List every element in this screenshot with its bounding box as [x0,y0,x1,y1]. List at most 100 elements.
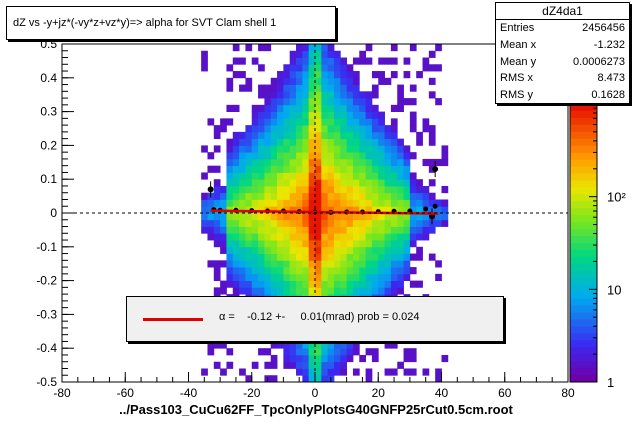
palette-band [570,173,597,181]
heatmap-cell [409,213,417,221]
heatmap-cell [371,253,379,261]
heatmap-cell [409,354,417,363]
heatmap-cell [441,206,449,214]
heatmap-cell [327,145,335,153]
heatmap-cell [315,172,322,180]
heatmap-cell [346,104,354,112]
heatmap-cell [428,226,436,234]
heatmap-cell [289,246,297,254]
heatmap-cell [283,91,291,99]
palette-band [570,305,597,313]
heatmap-cell [384,77,392,85]
heatmap-cell [371,348,379,356]
heatmap-cell [333,138,341,146]
heatmap-cell [416,219,423,227]
heatmap-cell [283,226,291,234]
heatmap-cell [428,50,436,58]
heatmap-cell [258,240,265,248]
heatmap-cell [270,213,278,221]
heatmap-cell [226,152,234,160]
heatmap-cell [296,172,303,180]
heatmap-cell [277,91,284,99]
x-axis-label: ../Pass103_CuCu62FF_TpcOnlyPlotsG40GNFP2… [119,402,513,417]
heatmap-cell [302,111,310,119]
heatmap-cell [371,219,379,227]
heatmap-cell [365,260,373,268]
heatmap-cell [384,172,392,180]
fit-legend: α = -0.12 +- 0.01(mrad) prob = 0.024 [126,296,504,342]
heatmap-cell [371,260,379,268]
heatmap-cell [346,240,354,248]
heatmap-cell [359,138,366,146]
heatmap-cell [245,44,253,52]
heatmap-cell [397,361,404,369]
heatmap-cell [409,111,417,119]
heatmap-cell [390,71,398,79]
heatmap-cell [308,84,316,92]
heatmap-cell [207,165,215,173]
heatmap-cell [390,233,398,241]
heatmap-cell [308,368,316,376]
heatmap-cell [390,44,398,52]
heatmap-cell [397,192,404,200]
heatmap-cell [441,158,449,167]
heatmap-cell [397,145,404,153]
heatmap-cell [397,199,404,207]
heatmap-cell [270,219,278,227]
heatmap-cell [346,354,354,363]
heatmap-cell [201,172,208,180]
heatmap-cell [232,158,240,167]
heatmap-cell [201,368,208,376]
heatmap-cell [264,145,272,153]
heatmap-cell [270,98,278,106]
palette-band [570,215,597,223]
heatmap-cell [264,361,272,369]
heatmap-cell [289,50,297,58]
heatmap-cell [378,131,385,140]
heatmap-cell [371,206,379,214]
heatmap-cell [346,152,354,160]
heatmap-cell [321,50,329,58]
palette-band [570,117,597,126]
heatmap-cell [289,91,297,99]
heatmap-cell [308,206,316,214]
heatmap-cell [403,253,411,261]
heatmap-cell [239,185,246,194]
heatmap-cell [302,226,310,234]
heatmap-cell [340,118,348,126]
heatmap-cell [308,253,316,261]
heatmap-cell [220,125,227,133]
heatmap-cell [327,267,335,275]
heatmap-cell [270,118,278,126]
heatmap-cell [384,219,392,227]
heatmap-cell [365,246,373,254]
heatmap-cell [359,50,366,58]
heatmap-cell [296,199,303,207]
heatmap-cell [289,71,297,79]
heatmap-cell [333,267,341,275]
heatmap-cell [315,50,322,58]
heatmap-cell [346,213,354,221]
heatmap-cell [277,267,284,275]
heatmap-cell [207,341,215,349]
heatmap-cell [277,341,284,349]
heatmap-cell [422,192,430,200]
y-tick-label: -0.2 [36,274,57,288]
heatmap-cell [333,104,341,112]
heatmap-cell [251,240,259,248]
heatmap-cell [384,246,392,254]
heatmap-cell [384,213,392,221]
heatmap-cell [384,273,392,281]
heatmap-cell [302,118,310,126]
heatmap-cell [333,118,341,126]
heatmap-cell [201,50,208,58]
heatmap-cell [422,118,430,126]
heatmap-cell [327,341,335,349]
heatmap-cell [232,260,240,268]
heatmap-cell [321,361,329,369]
heatmap-cell [346,273,354,281]
heatmap-cell [416,185,423,194]
heatmap-cell [270,199,278,207]
heatmap-cell [264,131,272,140]
heatmap-cell [277,179,284,187]
